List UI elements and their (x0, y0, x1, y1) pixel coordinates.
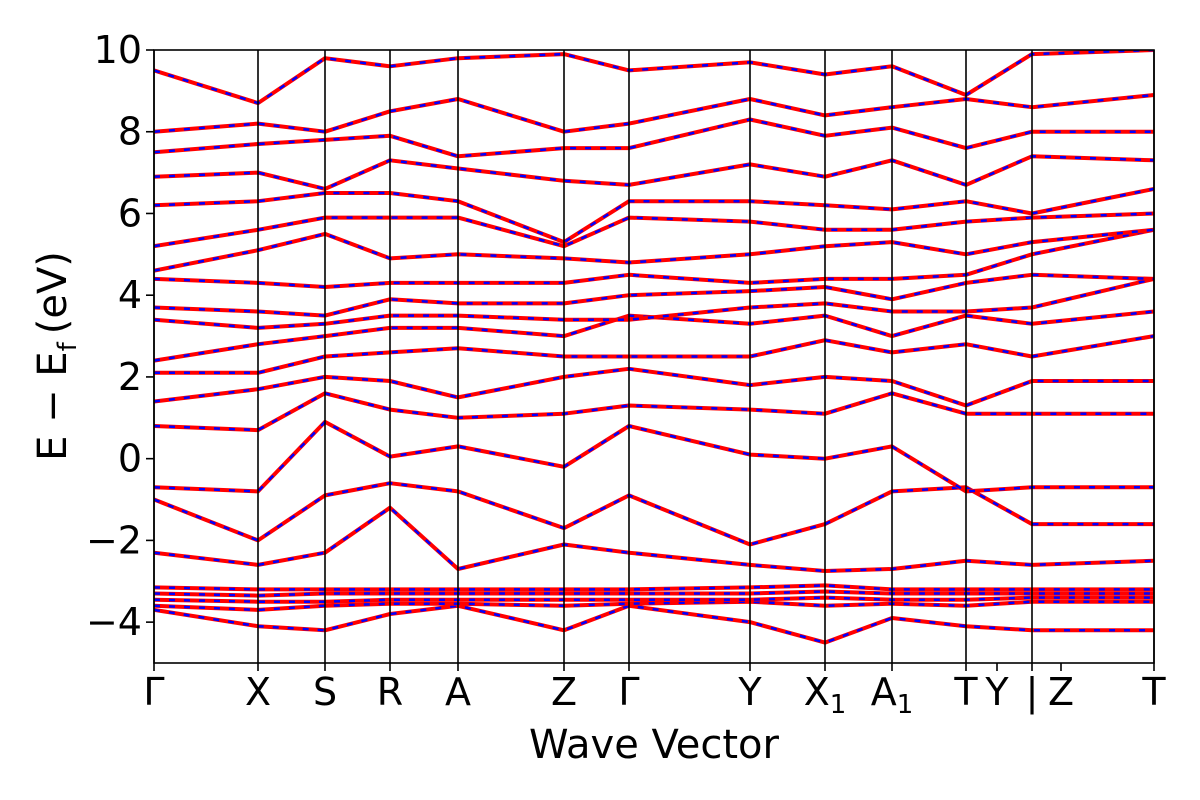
band-line-overlay-10 (154, 367, 1154, 407)
plot-frame (153, 49, 1155, 664)
band-line-11 (154, 334, 1154, 375)
x-tick-label: X (245, 670, 271, 714)
x-tick-label: Γ (618, 670, 639, 714)
x-tick-label: R (377, 670, 403, 714)
band-line-8 (154, 419, 1154, 494)
x-tick-label: A (445, 670, 471, 714)
y-axis-title-subscript: f (53, 341, 83, 351)
y-axis-ticks: −4 −2 0 2 4 6 8 10 (86, 28, 154, 644)
y-tick-label: 0 (118, 437, 142, 481)
x-tick-label: Z (551, 670, 577, 714)
y-axis-title-unit: (eV) (30, 251, 76, 334)
band-line-10 (154, 366, 1154, 408)
x-tick-label: A1 (871, 670, 914, 720)
x-axis-ticks: Γ X S R A Z Γ Y X1 A1 T Y | Z T (143, 663, 1166, 720)
x-tick-label: T (953, 670, 978, 714)
band-line-9 (154, 391, 1154, 433)
x-tick-label: S (313, 670, 337, 714)
y-tick-label: 8 (118, 110, 142, 154)
x-tick-label: Y (984, 670, 1009, 714)
y-tick-label: −2 (86, 518, 142, 562)
band-lines (154, 50, 1154, 645)
y-tick-label: 2 (118, 355, 142, 399)
band-line-21 (154, 93, 1154, 134)
x-tick-label: Y (737, 670, 762, 714)
x-tick-label: | (1026, 670, 1039, 715)
band-line-22 (154, 50, 1154, 106)
y-tick-label: 4 (118, 273, 142, 317)
band-line-overlay-1 (154, 604, 1154, 644)
x-tick-label: X1 (804, 670, 847, 720)
band-line-1 (154, 603, 1154, 645)
band-line-overlay-19 (154, 155, 1154, 191)
y-tick-label: −4 (86, 600, 142, 644)
x-axis-title: Wave Vector (529, 722, 780, 768)
x-tick-label: T (1141, 670, 1166, 714)
y-tick-label: 6 (118, 191, 142, 235)
y-axis-title-main: E − E (30, 351, 76, 461)
y-tick-label: 10 (94, 28, 142, 72)
band-line-20 (154, 117, 1154, 159)
x-tick-label: Z (1048, 670, 1074, 714)
band-line-18 (154, 186, 1154, 245)
band-line-7 (154, 481, 1154, 547)
band-line-overlay-21 (154, 93, 1154, 133)
band-line-6 (154, 505, 1154, 573)
x-tick-label: Γ (143, 670, 164, 714)
band-line-overlay-22 (154, 50, 1154, 105)
band-line-overlay-7 (154, 481, 1154, 546)
y-axis-title: E − Ef (eV) (30, 251, 83, 461)
band-line-overlay-11 (154, 334, 1154, 375)
